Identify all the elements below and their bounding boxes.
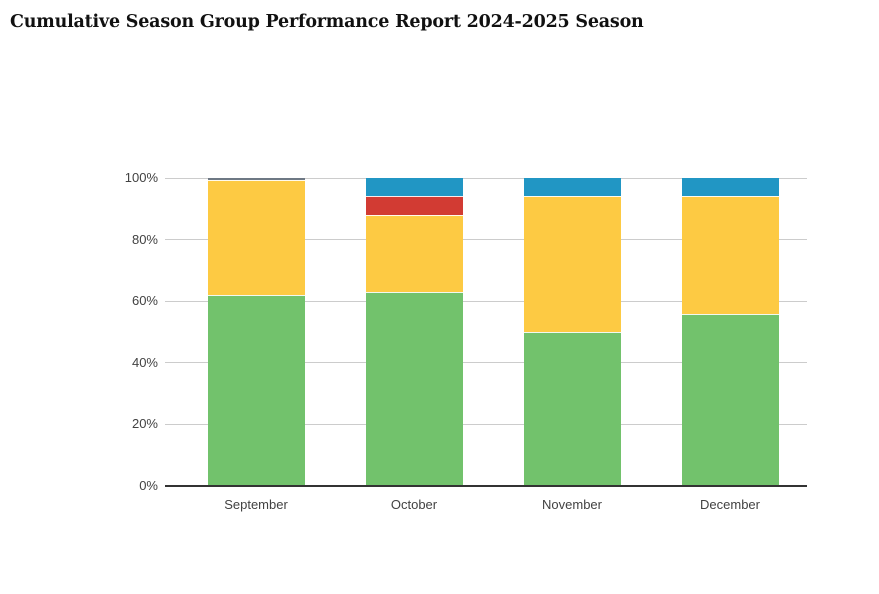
gridline-100% <box>165 177 807 179</box>
x-axis-label-november: November <box>542 497 602 512</box>
x-axis-label-september: September <box>224 497 288 512</box>
bar-segment-yellow-segment-september <box>207 179 305 296</box>
bar-segment-yellow-segment-november <box>523 196 621 332</box>
y-axis-tick-label: 40% <box>131 354 158 370</box>
x-axis-line <box>165 485 807 487</box>
bar-segment-green-segment-november <box>523 332 621 486</box>
y-axis-tick-label: 0% <box>139 478 158 493</box>
y-axis-tick-label: 60% <box>131 293 158 309</box>
gridline-20% <box>165 423 807 425</box>
bar-segment-green-segment-september <box>207 295 305 486</box>
gridline-40% <box>165 362 807 364</box>
bar-segment-blue-segment-october <box>365 178 463 197</box>
bar-segment-gray-segment-september <box>207 178 305 180</box>
y-axis-tick-label: 80% <box>131 231 158 247</box>
bar-segment-blue-segment-december <box>681 178 779 197</box>
bar-segment-green-segment-october <box>365 291 463 486</box>
chart-title: Cumulative Season Group Performance Repo… <box>10 12 644 32</box>
gridline-60% <box>165 300 807 302</box>
bar-segment-red-segment-october <box>365 196 463 215</box>
gridline-80% <box>165 239 807 241</box>
x-axis-label-december: December <box>700 497 760 512</box>
bar-segment-yellow-segment-october <box>365 214 463 292</box>
x-axis-label-october: October <box>390 497 438 512</box>
bar-segment-yellow-segment-december <box>681 196 779 314</box>
bar-segment-blue-segment-november <box>523 178 621 197</box>
bar-segment-green-segment-december <box>681 313 779 486</box>
y-axis-tick-label: 100% <box>124 170 158 185</box>
y-axis-tick-label: 20% <box>131 416 158 432</box>
